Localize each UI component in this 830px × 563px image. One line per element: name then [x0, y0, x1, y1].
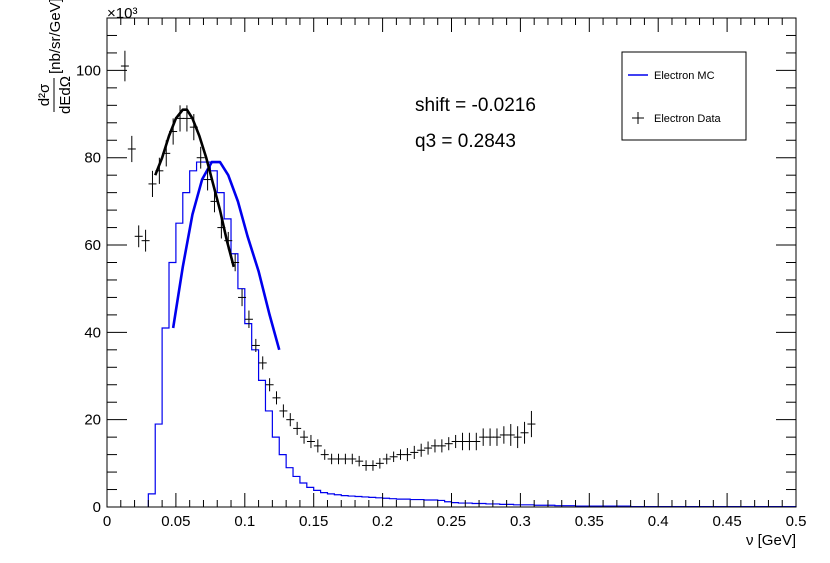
data-point — [272, 391, 281, 405]
data-point — [286, 413, 295, 427]
x-tick-label: 0.45 — [712, 513, 741, 530]
data-point — [120, 50, 129, 82]
y-axis-title: d²σ dEdΩ [nb/sr/GeV] — [36, 0, 74, 114]
data-point — [279, 404, 288, 418]
y-tick-label: 60 — [84, 237, 101, 254]
y-multiplier-label: ×10³ — [107, 5, 137, 22]
data-point — [368, 460, 377, 471]
data-point — [327, 453, 336, 465]
y-tick-label: 0 — [93, 499, 101, 516]
x-tick-label: 0.05 — [161, 513, 190, 530]
mc-fit-group — [171, 160, 281, 351]
data-point — [506, 424, 515, 446]
x-tick-label: 0.15 — [299, 513, 328, 530]
data-point — [306, 434, 315, 449]
data-points-group — [120, 50, 536, 471]
data-point — [251, 338, 260, 353]
x-tick-label: 0.5 — [786, 513, 807, 530]
data-point — [458, 432, 467, 451]
data-point — [313, 439, 322, 453]
data-point — [141, 229, 150, 252]
data-point — [513, 426, 522, 449]
data-point — [293, 421, 302, 435]
data-point — [148, 170, 157, 198]
y-axis-ticks: 0 20 40 60 80 100 — [76, 17, 796, 516]
data-point — [499, 426, 508, 444]
legend: Electron MC Electron Data — [621, 51, 747, 141]
data-point — [348, 453, 357, 465]
y-axis-title-denominator: dEdΩ — [57, 76, 74, 114]
data-point — [410, 445, 419, 459]
x-axis-title: ν [GeV] — [746, 532, 796, 549]
x-tick-label: 0 — [103, 513, 111, 530]
data-point — [320, 449, 329, 460]
data-point — [520, 421, 529, 444]
data-point — [479, 428, 488, 446]
x-tick-label: 0.35 — [575, 513, 604, 530]
data-fit-group — [154, 108, 236, 268]
annotation-q3: q3 = 0.2843 — [415, 131, 516, 152]
x-tick-label: 0.4 — [648, 513, 669, 530]
data-point — [127, 135, 136, 163]
data-point — [417, 443, 426, 457]
data-point — [341, 453, 350, 465]
mc-fit-curve — [171, 160, 281, 351]
data-point — [403, 448, 412, 462]
annotation-shift: shift = -0.0216 — [415, 95, 536, 116]
data-point — [437, 439, 446, 453]
data-point — [244, 310, 253, 328]
y-tick-label: 40 — [84, 324, 101, 341]
data-point — [375, 458, 384, 469]
data-point — [451, 434, 460, 449]
data-point — [492, 428, 501, 446]
x-tick-label: 0.1 — [234, 513, 255, 530]
data-point — [300, 430, 309, 444]
data-fit-curve — [154, 108, 236, 268]
data-point — [238, 288, 247, 307]
data-point — [265, 378, 274, 392]
y-axis-title-units: [nb/sr/GeV] — [47, 0, 64, 74]
data-point — [424, 441, 433, 455]
data-point — [355, 455, 364, 467]
legend-data-label: Electron Data — [654, 113, 722, 125]
data-point — [134, 225, 143, 248]
x-axis-ticks: 0 0.05 0.1 0.15 0.2 0.25 0.3 0.35 0.4 0.45 0.5 — [103, 18, 807, 530]
data-point — [258, 356, 267, 370]
data-point — [396, 449, 405, 460]
data-point — [389, 451, 398, 463]
data-point — [472, 432, 481, 451]
y-tick-label: 100 — [76, 62, 101, 79]
y-tick-label: 20 — [84, 412, 101, 429]
data-point — [486, 428, 495, 446]
y-tick-label: 80 — [84, 150, 101, 167]
data-point — [362, 460, 371, 471]
x-tick-label: 0.25 — [437, 513, 466, 530]
y-axis-title-numerator: d²σ — [36, 83, 53, 106]
x-tick-label: 0.2 — [372, 513, 393, 530]
data-point — [196, 146, 205, 169]
legend-box — [621, 51, 747, 141]
legend-mc-label: Electron MC — [654, 70, 715, 82]
data-point — [334, 453, 343, 465]
data-point — [527, 410, 536, 438]
data-point — [465, 432, 474, 451]
data-point — [382, 453, 391, 465]
data-point — [430, 439, 439, 453]
data-point — [444, 437, 453, 451]
data-point — [203, 168, 212, 191]
x-tick-label: 0.3 — [510, 513, 531, 530]
